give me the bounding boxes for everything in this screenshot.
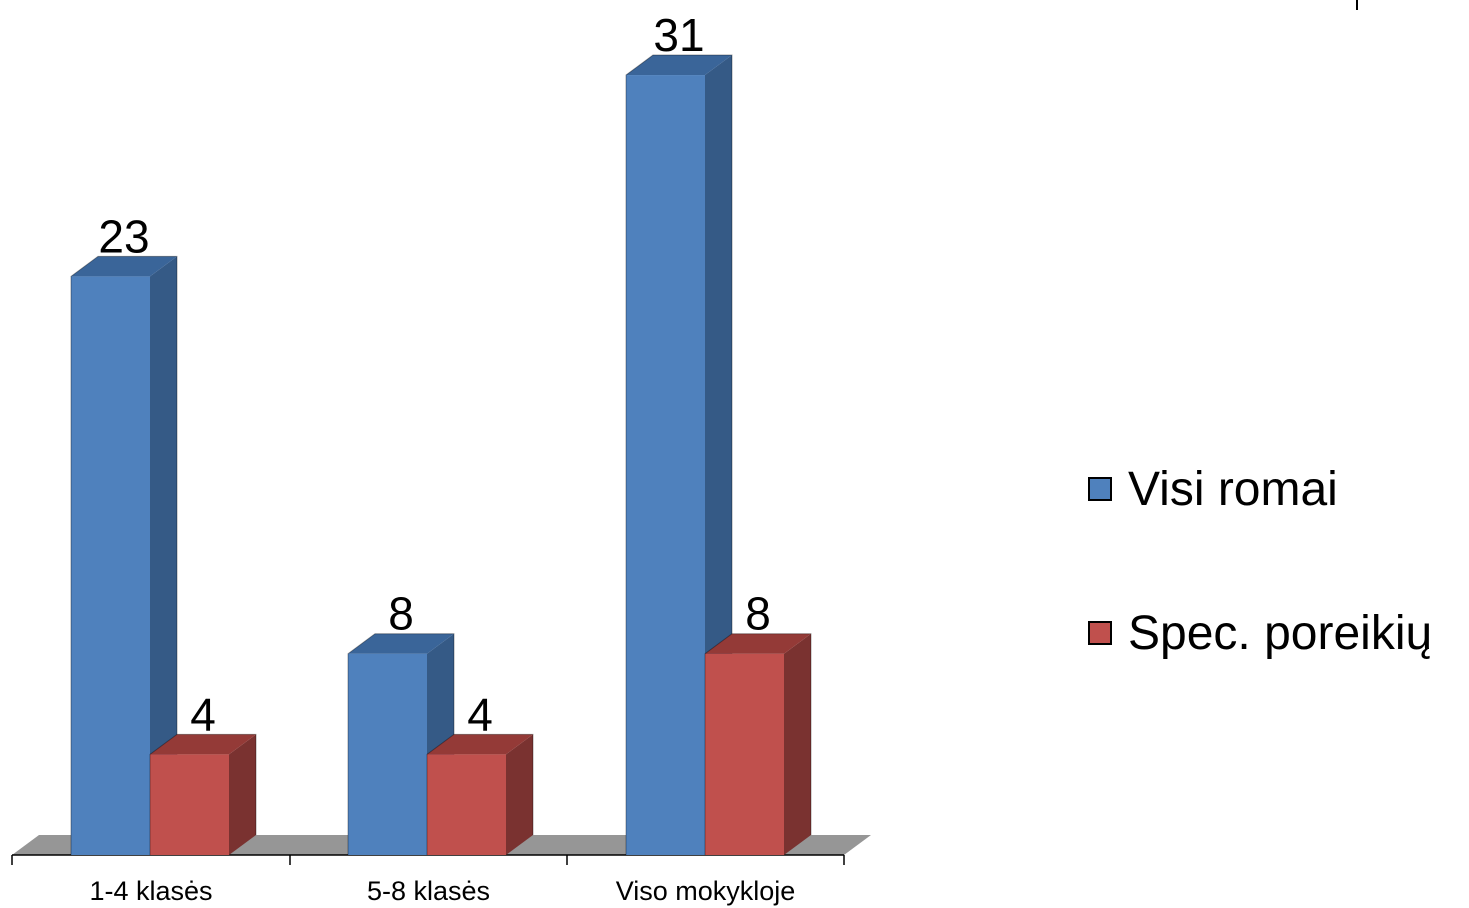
bar-front-s0-c1	[348, 653, 427, 855]
data-label-s0-c0: 23	[98, 210, 149, 262]
category-label-2: Viso mokykloje	[616, 876, 796, 906]
legend-label-spec-poreikiu: Spec. poreikių	[1128, 606, 1433, 660]
bar-top-s1-c0	[150, 734, 256, 755]
bar-top-s0-c2	[626, 55, 732, 76]
bar-front-s1-c2	[705, 653, 784, 855]
bar-side-s1-c1	[506, 734, 533, 855]
bar-side-s0-c0	[150, 256, 177, 855]
bar-outline-s0-c0	[70, 255, 178, 855]
bar-outline-s1-c2	[704, 633, 812, 855]
legend-label-visi-romai: Visi romai	[1128, 462, 1338, 516]
data-label-s1-c1: 4	[467, 688, 493, 740]
bar-side-s1-c0	[229, 734, 256, 855]
bar-front-s0-c2	[626, 75, 705, 856]
bar-outline-s0-c2	[625, 54, 733, 855]
frame-edge-mark	[1356, 0, 1358, 10]
data-label-s0-c1: 8	[388, 588, 414, 640]
chart-legend: Visi romai Spec. poreikių	[1088, 460, 1432, 748]
bar-side-s1-c2	[784, 633, 811, 855]
legend-item-visi-romai: Visi romai	[1088, 460, 1432, 518]
bar-top-s0-c1	[348, 633, 454, 654]
legend-item-spec-poreikiu: Spec. poreikių	[1088, 604, 1432, 662]
bar-top-s0-c0	[71, 256, 177, 277]
bar-outline-s1-c0	[149, 733, 257, 855]
legend-swatch-spec-poreikiu	[1088, 621, 1112, 645]
bar-top-s1-c2	[705, 633, 811, 654]
bar-front-s1-c1	[427, 754, 506, 855]
category-label-1: 5-8 klasės	[367, 876, 490, 906]
bar-front-s1-c0	[150, 754, 229, 855]
bar-top-s1-c1	[427, 734, 533, 755]
legend-swatch-visi-romai	[1088, 477, 1112, 501]
bar-outline-s1-c1	[426, 733, 534, 855]
data-label-s0-c2: 31	[653, 9, 704, 61]
bar-outline-s0-c1	[347, 633, 455, 855]
category-label-0: 1-4 klasės	[89, 876, 212, 906]
bar-front-s0-c0	[71, 276, 150, 855]
data-label-s1-c2: 8	[745, 588, 771, 640]
data-label-s1-c0: 4	[190, 688, 216, 740]
